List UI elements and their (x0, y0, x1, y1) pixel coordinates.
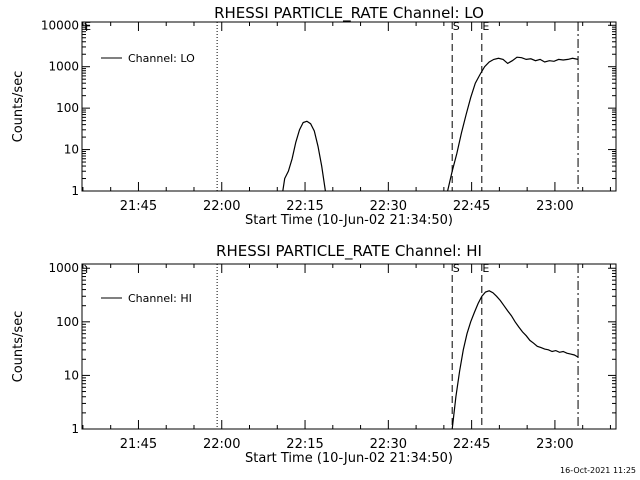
x-tick-label: 23:00 (536, 199, 573, 214)
plot-frame (81, 21, 617, 192)
x-tick-label: 22:45 (453, 437, 490, 452)
y-tick-label: 1 (71, 184, 79, 198)
range-start-marker (84, 22, 88, 31)
y-tick-label: 1000 (48, 261, 79, 275)
chart-title: RHESSI PARTICLE_RATE Channel: HI (216, 242, 482, 261)
chart-title: RHESSI PARTICLE_RATE Channel: LO (214, 4, 484, 23)
y-tick-label: 10000 (41, 18, 79, 32)
footer-timestamp: 16-Oct-2021 11:25 (560, 466, 636, 475)
marker-label: E (482, 20, 489, 33)
y-tick-label: 10 (64, 368, 79, 382)
x-axis-label: Start Time (10-Jun-02 21:34:50) (245, 213, 453, 228)
series-line (447, 56, 579, 192)
marker-label: E (482, 262, 489, 275)
legend-entry: Channel: LO (128, 52, 195, 65)
y-tick-label: 1000 (48, 60, 79, 74)
plot-frame (81, 263, 617, 430)
legend-entry: Channel: HI (128, 292, 192, 305)
x-tick-label: 22:15 (286, 199, 323, 214)
x-tick-label: 22:15 (286, 437, 323, 452)
x-axis-label: Start Time (10-Jun-02 21:34:50) (245, 451, 453, 466)
x-tick-label: 22:00 (203, 199, 240, 214)
marker-label: S (453, 262, 460, 275)
x-tick-label: 22:30 (370, 199, 407, 214)
x-tick-label: 23:00 (536, 437, 573, 452)
y-tick-label: 100 (56, 101, 79, 115)
marker-label: S (453, 20, 460, 33)
x-tick-label: 21:45 (120, 437, 157, 452)
y-axis-label: Counts/sec (11, 71, 26, 143)
x-tick-label: 21:45 (120, 199, 157, 214)
lo-channel-panel: RHESSI PARTICLE_RATE Channel: LO Counts/s… (11, 4, 617, 228)
y-axis-label: Counts/sec (11, 311, 26, 383)
y-tick-label: 10 (64, 143, 79, 157)
x-tick-label: 22:30 (370, 437, 407, 452)
hi-channel-panel: RHESSI PARTICLE_RATE Channel: HI Counts/s… (11, 242, 617, 466)
range-start-marker (84, 264, 88, 273)
y-tick-label: 100 (56, 315, 79, 329)
x-tick-label: 22:45 (453, 199, 490, 214)
x-tick-label: 22:00 (203, 437, 240, 452)
series-line (282, 120, 326, 192)
marker-label: E (84, 20, 91, 33)
y-tick-label: 1 (71, 422, 79, 436)
series-line (451, 290, 579, 430)
